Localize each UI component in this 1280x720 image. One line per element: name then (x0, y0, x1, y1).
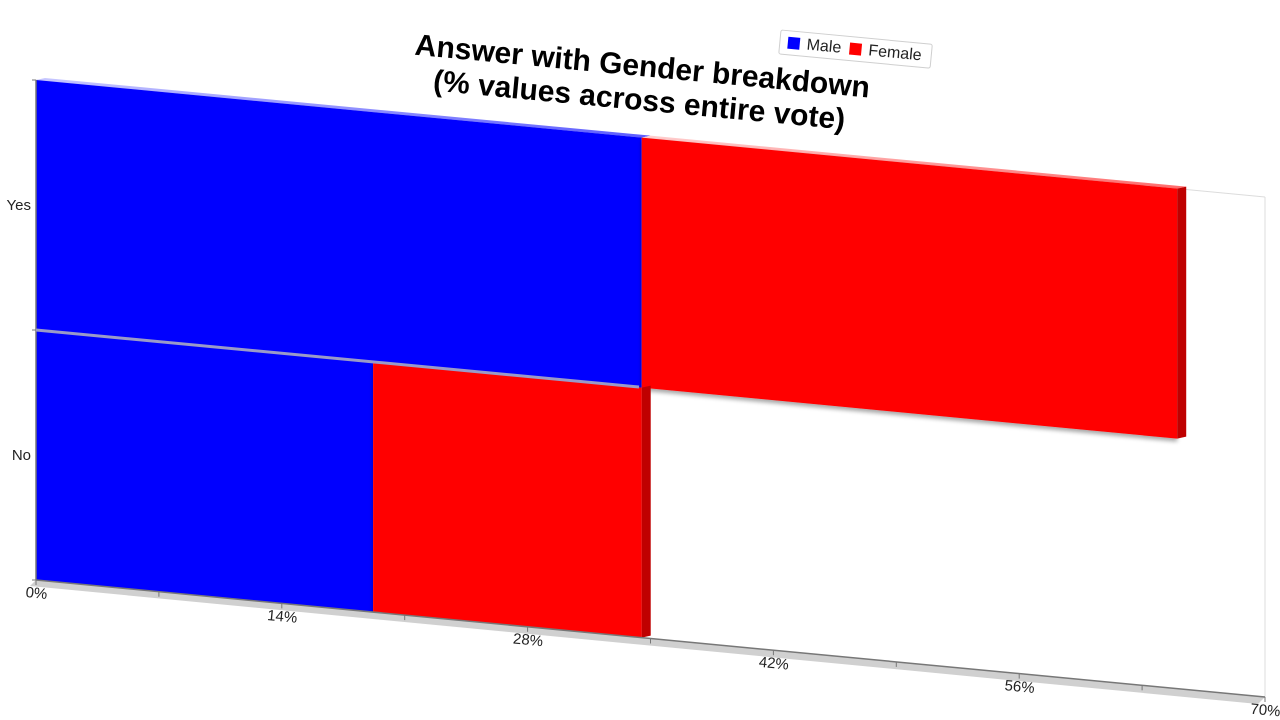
bar-side-face-yes (1177, 186, 1187, 439)
x-tick-label: 56% (1004, 677, 1035, 697)
x-tick-label: 42% (758, 654, 789, 674)
category-label-no: No (12, 447, 31, 464)
category-labels: Yes No (7, 79, 36, 581)
bar-yes-male[interactable] (36, 80, 642, 388)
bar-no-female[interactable] (373, 362, 642, 638)
bar-top-face-yes-male (36, 78, 651, 138)
floor-shadow (30, 580, 1265, 704)
bar-yes-female[interactable] (641, 137, 1178, 439)
bar-top-face-yes-female (641, 135, 1187, 189)
legend-label-male: Male (806, 37, 842, 57)
bar-side-face-no (641, 385, 651, 638)
bars-layer (36, 78, 1187, 638)
x-ticks: 0% 14% 28% 42% 56% 70% (25, 580, 1280, 720)
category-label-yes: Yes (7, 197, 31, 214)
x-tick-label: 0% (25, 584, 48, 603)
bar-no-male[interactable] (36, 330, 374, 613)
x-tick-label: 14% (266, 607, 297, 627)
legend-swatch-male (787, 36, 801, 50)
x-tick-label: 70% (1250, 701, 1280, 720)
legend-label-female: Female (868, 42, 923, 64)
x-tick-label: 28% (512, 630, 543, 650)
legend[interactable]: Male Female (778, 29, 933, 69)
category-divider (35, 328, 640, 389)
legend-swatch-female (848, 42, 863, 56)
